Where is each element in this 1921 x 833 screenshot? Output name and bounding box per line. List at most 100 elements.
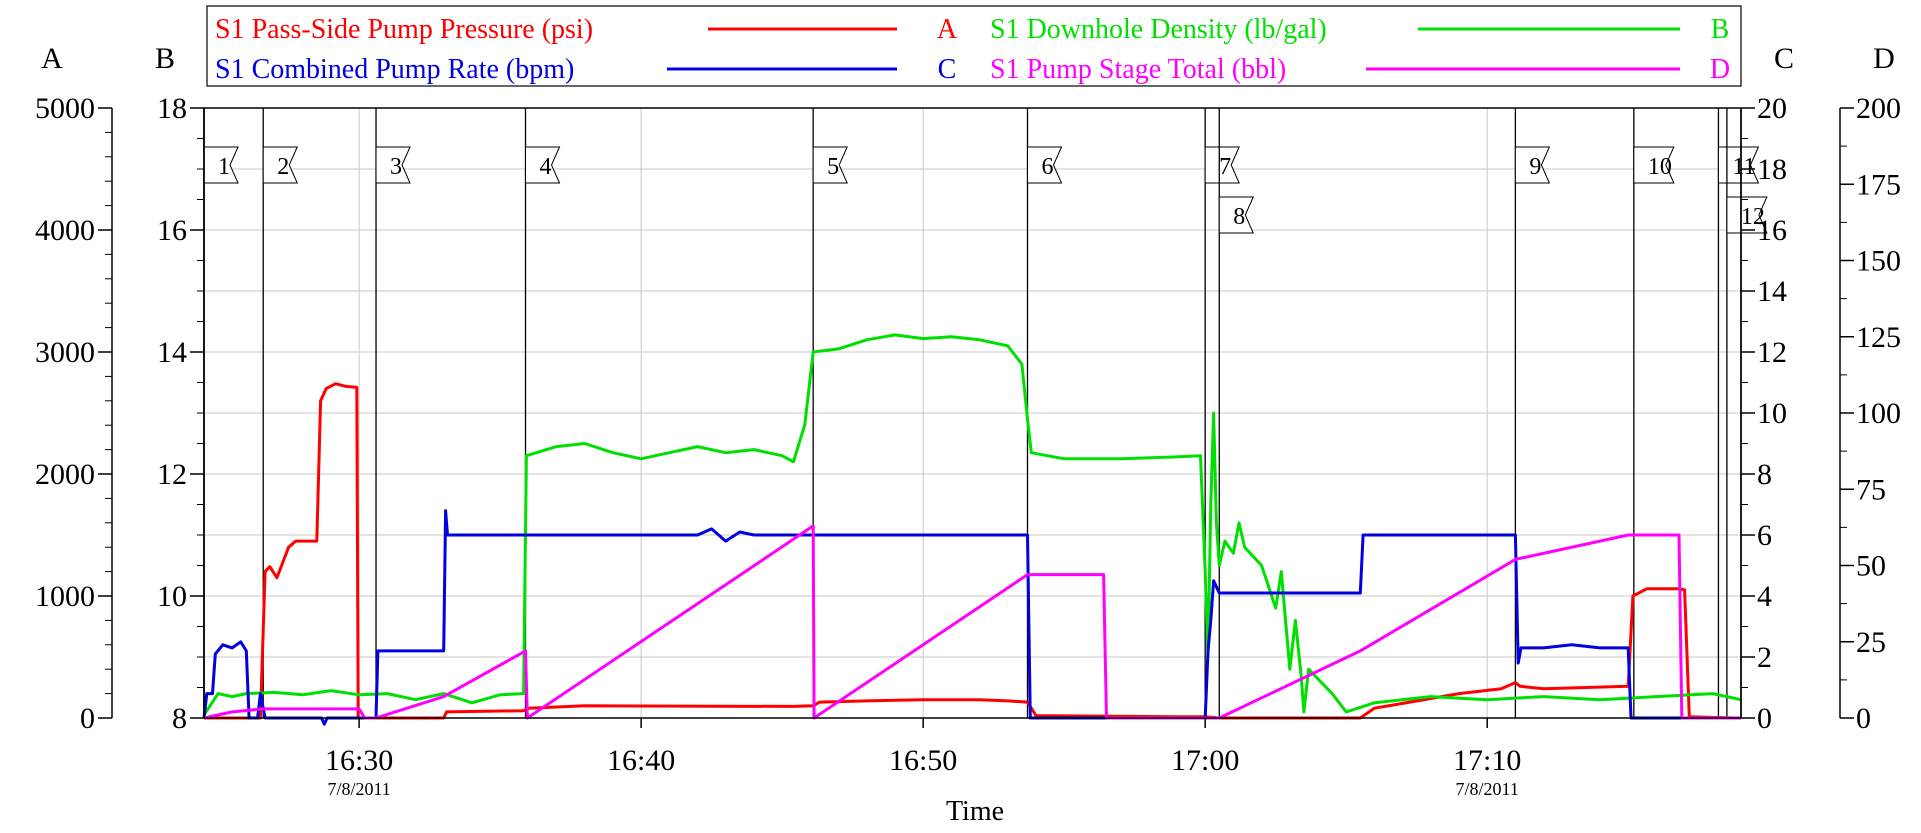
stage-flag: 9 (1514, 146, 1551, 184)
stage-flag-shape (375, 146, 411, 184)
legend: S1 Pass-Side Pump Pressure (psi) A S1 Down… (206, 5, 1742, 87)
x-tick-label: 16:30 (325, 744, 393, 777)
stage-flag-shape (812, 146, 848, 184)
tick-label: 4 (1757, 580, 1772, 613)
stage-label: 12 (1741, 204, 1765, 230)
tick-label: 200 (1856, 92, 1901, 125)
tick-label: 8 (172, 702, 187, 735)
stage-flag-shape (1204, 146, 1240, 184)
tick-label: 10 (157, 580, 187, 613)
tick-label: 25 (1856, 626, 1886, 659)
stage-flag-shape (525, 146, 561, 184)
tick-label: 175 (1856, 168, 1901, 201)
tick-label: 16 (157, 214, 187, 247)
tick-label: 2 (1757, 641, 1772, 674)
stage-flag: 11 (1717, 146, 1760, 184)
tick-label: 50 (1856, 550, 1886, 583)
axis-title: B (155, 42, 175, 75)
series-line (202, 333, 1742, 716)
tick-label: 2000 (35, 458, 95, 491)
y-axis-c: C 0 2 4 6 8 10 12 14 16 18 20 (1740, 42, 1794, 735)
tick-label: 20 (1757, 92, 1787, 125)
series-line (204, 382, 1736, 720)
legend-box (206, 5, 1742, 87)
stage-label: 5 (827, 154, 839, 180)
x-tick-sublabel: 7/8/2011 (327, 779, 390, 799)
x-tick-sublabel: 7/8/2011 (1456, 779, 1519, 799)
legend-label: S1 Pass-Side Pump Pressure (psi) (215, 14, 593, 45)
gridlines (204, 107, 1741, 719)
stage-label: 7 (1219, 154, 1231, 180)
legend-entry: S1 Pump Stage Total (bbl) D (990, 54, 1730, 85)
stage-flag: 2 (262, 146, 298, 184)
x-tick-label: 16:50 (889, 744, 957, 777)
stage-flag: 3 (375, 146, 411, 184)
tick-label: 100 (1856, 397, 1901, 430)
stage-flag: 12 (1726, 196, 1768, 234)
tick-label: 75 (1856, 473, 1886, 506)
stage-flag: 8 (1218, 196, 1255, 234)
y-axis-d: D 0 25 50 75 100 125 150 175 200 (1839, 42, 1901, 735)
legend-axis-letter: A (937, 14, 958, 45)
stage-flag-shape (1026, 146, 1063, 184)
series-lines (202, 333, 1742, 726)
stage-flag: 1 (203, 146, 239, 184)
stage-label: 6 (1041, 154, 1053, 180)
stage-label: 9 (1529, 154, 1541, 180)
tick-label: 0 (1757, 702, 1772, 735)
tick-label: 12 (1757, 336, 1787, 369)
stage-flag: 10 (1633, 146, 1675, 184)
stage-flag: 6 (1026, 146, 1063, 184)
stage-flag-shape (262, 146, 298, 184)
y-axis-b: B 8 10 12 14 16 18 (155, 42, 205, 735)
tick-label: 8 (1757, 458, 1772, 491)
legend-label: S1 Combined Pump Rate (bpm) (215, 54, 574, 85)
x-tick-label: 17:10 (1453, 744, 1521, 777)
tick-label: 0 (80, 702, 95, 735)
stage-label: 2 (277, 154, 289, 180)
y-axis-a: A 0 1000 2000 3000 4000 5000 (35, 42, 113, 735)
tick-label: 12 (157, 458, 187, 491)
legend-entry: S1 Pass-Side Pump Pressure (psi) A (215, 14, 958, 45)
tick-label: 5000 (35, 92, 95, 125)
axis-title: D (1873, 42, 1895, 75)
stage-flag: 4 (525, 146, 561, 184)
tick-label: 150 (1856, 245, 1901, 278)
tick-label: 3000 (35, 336, 95, 369)
stage-label: 10 (1648, 154, 1672, 180)
axis-title: C (1774, 42, 1794, 75)
stage-flag-shape (1514, 146, 1551, 184)
tick-label: 0 (1856, 702, 1871, 735)
stage-flag: 5 (812, 146, 848, 184)
stage-flag-shape (1717, 146, 1760, 184)
tick-label: 16 (1757, 214, 1787, 247)
stage-flag-shape (1726, 196, 1768, 234)
legend-label: S1 Downhole Density (lb/gal) (990, 14, 1327, 45)
stage-flag-shape (1218, 196, 1255, 234)
tick-label: 14 (1757, 275, 1787, 308)
tick-label: 10 (1757, 397, 1787, 430)
legend-axis-letter: C (938, 54, 957, 85)
stage-label: 4 (540, 154, 552, 180)
tick-label: 6 (1757, 519, 1772, 552)
stage-label: 11 (1732, 154, 1755, 180)
legend-entry: S1 Combined Pump Rate (bpm) C (215, 54, 956, 85)
legend-axis-letter: D (1710, 54, 1730, 85)
axes: A010002000300040005000B81012141618C02468… (35, 42, 1901, 799)
legend-entry: S1 Downhole Density (lb/gal) B (990, 14, 1729, 45)
stage-flag-shape (1633, 146, 1675, 184)
x-tick-label: 16:40 (607, 744, 675, 777)
tick-label: 18 (1757, 153, 1787, 186)
series-line (203, 524, 1741, 720)
tick-label: 1000 (35, 580, 95, 613)
stage-flag: 7 (1204, 146, 1240, 184)
stage-label: 8 (1233, 204, 1245, 230)
legend-label: S1 Pump Stage Total (bbl) (990, 54, 1286, 85)
tick-label: 4000 (35, 214, 95, 247)
stage-label: 3 (390, 154, 402, 180)
series-line (202, 509, 1741, 726)
stage-label: 1 (218, 154, 230, 180)
